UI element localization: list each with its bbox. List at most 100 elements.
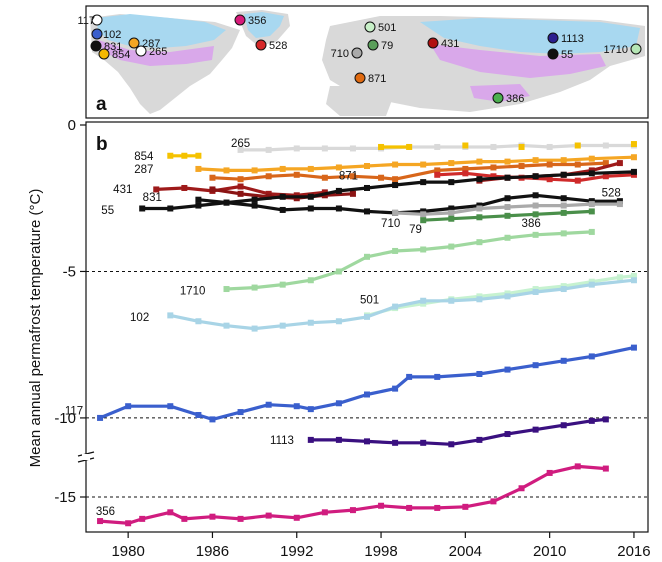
data-point-265: [293, 145, 300, 152]
x-tick-label: 1998: [364, 543, 397, 560]
data-point-1113: [307, 436, 314, 443]
data-point-356: [167, 509, 174, 516]
data-point-871: [321, 174, 328, 181]
data-point-528: [546, 176, 553, 183]
data-point-854: [167, 152, 174, 159]
data-point-1113: [448, 441, 455, 448]
series-label-831: 831: [143, 192, 162, 204]
data-point-854: [195, 152, 202, 159]
series-287: [195, 154, 637, 174]
data-point-386: [476, 214, 483, 221]
data-point-1113: [364, 438, 370, 445]
x-tick-label: 1986: [196, 543, 229, 560]
data-point-55: [392, 182, 399, 189]
data-point-55: [630, 168, 637, 175]
series-356: [97, 463, 609, 527]
data-point-871: [392, 176, 399, 183]
series-label-356: 356: [96, 506, 115, 518]
data-point-356: [237, 515, 244, 522]
series-label-117: 117: [65, 406, 83, 418]
data-point-386: [504, 212, 511, 219]
series-871: [209, 160, 609, 183]
data-point-102: [279, 322, 286, 329]
data-point-871: [574, 161, 581, 168]
data-point-431: [181, 184, 188, 191]
data-point-356: [293, 514, 300, 521]
reference-lines: [86, 270, 648, 498]
site-marker-871: [354, 72, 366, 84]
data-point-1710: [532, 231, 539, 238]
data-point-1113: [335, 436, 342, 443]
data-point-79: [616, 201, 623, 208]
series-854: [167, 141, 637, 159]
series-79: [392, 201, 623, 218]
data-point-287: [392, 161, 399, 168]
data-point-1710: [335, 268, 342, 275]
data-point-871: [434, 167, 441, 174]
data-point-117: [504, 366, 511, 373]
site-label-356: 356: [248, 15, 266, 27]
data-point-831: [209, 186, 216, 193]
map-landmass-africa: [326, 86, 392, 116]
data-point-117: [630, 344, 637, 351]
data-point-102: [630, 277, 637, 284]
site-marker-117: [91, 14, 103, 26]
data-point-102: [195, 318, 202, 325]
data-point-356: [546, 469, 553, 476]
data-point-356: [265, 512, 272, 519]
data-point-528: [434, 171, 441, 178]
data-point-854: [378, 143, 385, 150]
data-point-117: [392, 385, 399, 392]
data-point-1710: [504, 234, 511, 241]
data-point-710: [279, 206, 286, 213]
data-point-356: [349, 507, 356, 514]
data-point-710: [504, 195, 511, 202]
data-point-55: [420, 179, 427, 186]
data-point-102: [476, 296, 483, 303]
data-point-501: [616, 274, 623, 281]
data-point-871: [602, 160, 609, 167]
data-point-386: [448, 215, 455, 222]
data-point-117: [293, 403, 300, 410]
y-tick-label: -15: [54, 489, 76, 506]
data-point-386: [560, 209, 567, 216]
data-point-55: [560, 171, 567, 178]
data-point-55: [532, 173, 539, 180]
site-label-55: 55: [561, 49, 573, 61]
data-point-710: [364, 208, 370, 215]
data-point-1710: [223, 286, 230, 293]
data-point-117: [97, 414, 104, 421]
data-point-1113: [504, 431, 511, 438]
data-point-287: [560, 157, 567, 164]
map-continuous-permafrost-eurasia: [420, 18, 640, 54]
data-point-356: [378, 502, 385, 509]
data-point-871: [265, 173, 272, 180]
data-point-1113: [476, 436, 483, 443]
site-label-265: 265: [149, 46, 167, 58]
data-point-287: [364, 163, 370, 170]
site-marker-55: [547, 48, 559, 60]
data-point-356: [462, 503, 469, 510]
data-point-102: [251, 325, 258, 332]
data-point-265: [490, 143, 497, 150]
data-point-356: [574, 463, 581, 470]
data-point-117: [209, 416, 216, 423]
data-point-102: [167, 312, 174, 319]
data-point-854: [181, 152, 188, 159]
site-label-854: 854: [112, 49, 130, 61]
series-label-528: 528: [602, 187, 621, 199]
site-marker-102: [91, 28, 103, 40]
axis-break: [77, 451, 95, 463]
data-point-356: [518, 485, 525, 492]
data-point-871: [518, 163, 525, 170]
series-117: [97, 344, 637, 423]
data-point-55: [476, 176, 483, 183]
data-point-1710: [476, 239, 483, 246]
y-axis-ticks: 0 -5 -10 -15: [54, 117, 86, 506]
series-line-117: [99, 346, 635, 421]
data-point-356: [209, 513, 216, 520]
site-marker-1710: [630, 43, 642, 55]
series-label-386: 386: [522, 218, 541, 230]
